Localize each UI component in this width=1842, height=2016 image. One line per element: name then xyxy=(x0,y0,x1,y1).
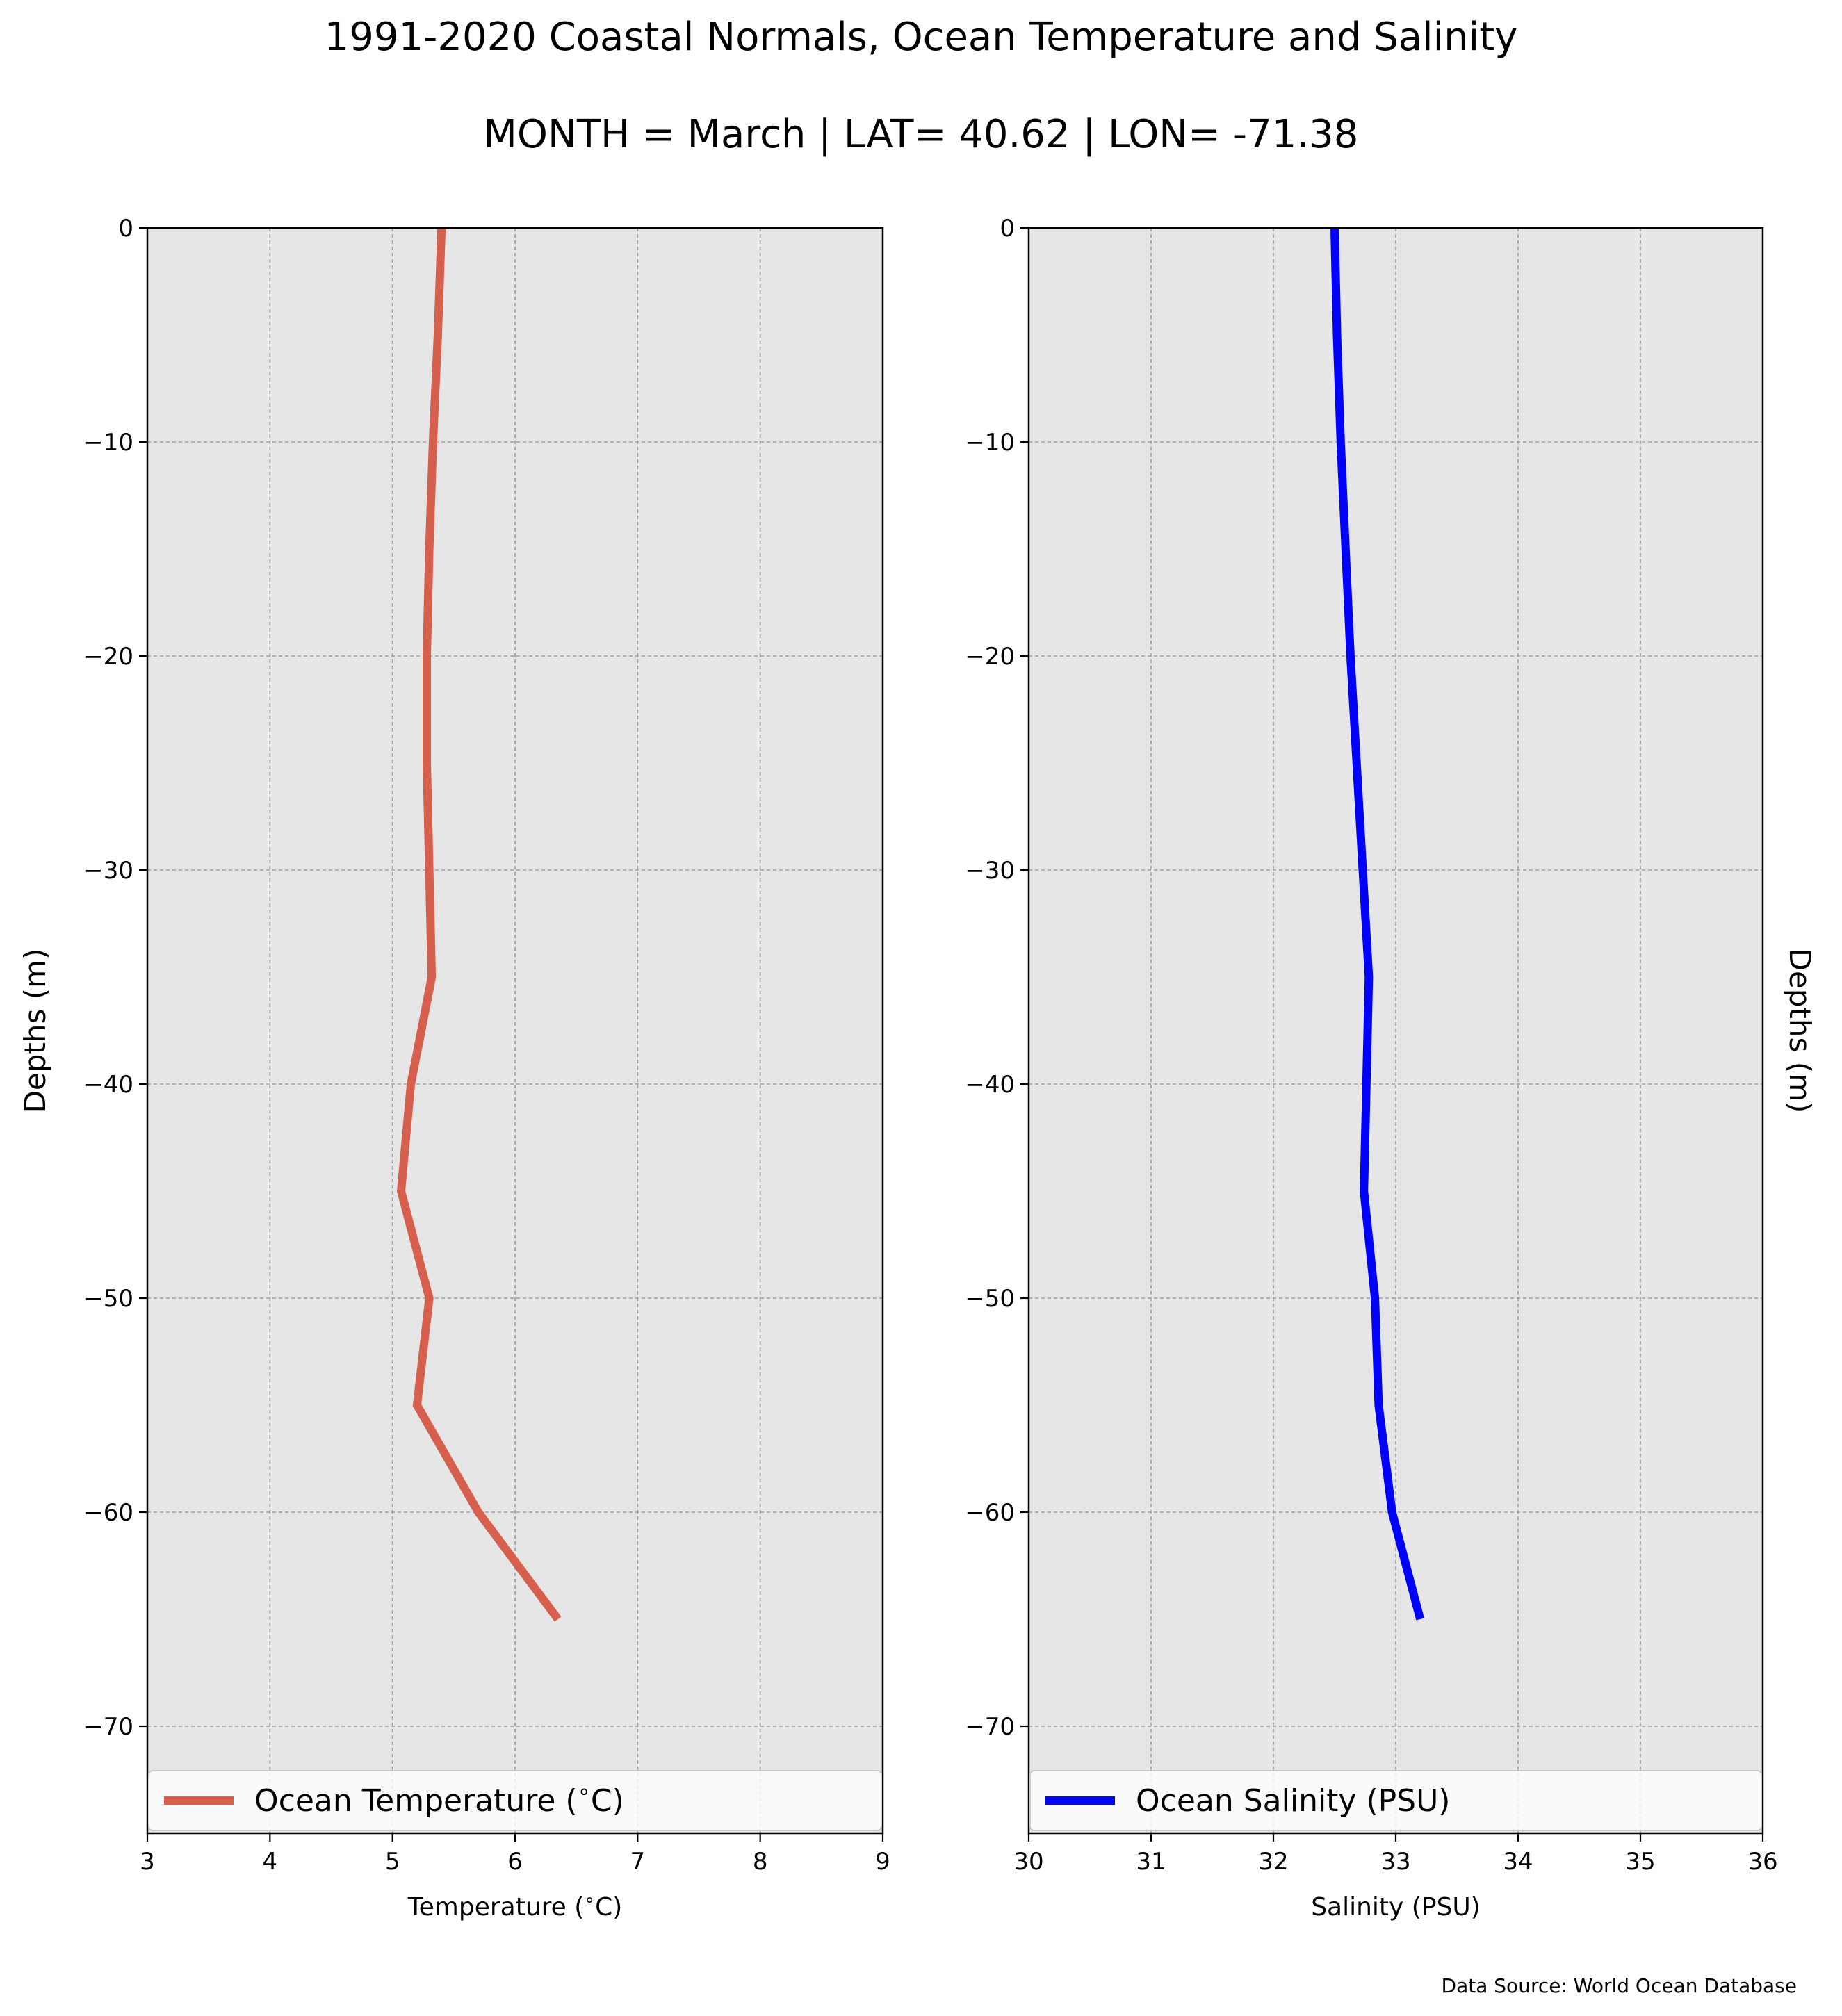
panel-0-ytick-label-4: −40 xyxy=(83,1071,133,1099)
chart-subtitle: MONTH = March | LAT= 40.62 | LON= -71.38 xyxy=(484,112,1359,157)
panel-0-xtick-label-3: 6 xyxy=(507,1848,523,1876)
panel-0-xtick-label-4: 7 xyxy=(630,1848,646,1876)
panel-1-xtick-label-4: 34 xyxy=(1503,1848,1533,1876)
panel-0-series-line-0 xyxy=(396,227,562,1622)
panel-0-x-axis-label: Temperature (∘C) xyxy=(407,1890,623,1922)
panel-0-ytick-label-7: −70 xyxy=(83,1713,133,1741)
panel-1-y-axis-label: Depths (m) xyxy=(1784,949,1818,1113)
panel-1-legend-label: Ocean Salinity (PSU) xyxy=(1136,1783,1450,1819)
panel-0-legend-label: Ocean Temperature (∘C) xyxy=(254,1779,624,1819)
panel-0-xtick-label-2: 5 xyxy=(385,1848,400,1876)
chart-title: 1991-2020 Coastal Normals, Ocean Tempera… xyxy=(325,15,1518,60)
panel-1-series-line-0 xyxy=(1330,227,1425,1621)
panel-1-xtick-label-6: 36 xyxy=(1747,1848,1777,1876)
panel-1-xtick-label-5: 35 xyxy=(1625,1848,1655,1876)
panel-1-ytick-label-0: 0 xyxy=(1000,215,1015,243)
panel-0-ytick-label-6: −60 xyxy=(83,1499,133,1527)
data-source-note: Data Source: World Ocean Database xyxy=(1442,1974,1797,1997)
panel-1-x-axis-label: Salinity (PSU) xyxy=(1311,1893,1481,1921)
panel-1-xtick-label-1: 31 xyxy=(1136,1848,1166,1876)
panel-1-ytick-label-1: −10 xyxy=(965,429,1015,457)
panel-1-ytick-label-6: −60 xyxy=(965,1499,1015,1527)
panel-0-ytick-label-0: 0 xyxy=(118,215,133,243)
salinity-panel: 30 31 32 33 34 35 36 0 −10 −20 −30 −40 −50 −60 −70 Sali… xyxy=(965,215,1817,1921)
panel-1-xtick-label-2: 32 xyxy=(1258,1848,1288,1876)
panel-0-xtick-label-5: 8 xyxy=(753,1848,768,1876)
panel-0-ytick-label-5: −50 xyxy=(83,1285,133,1313)
panel-0-xtick-label-6: 9 xyxy=(875,1848,890,1876)
panel-1-ytick-label-4: −40 xyxy=(965,1071,1015,1099)
panel-0-ytick-label-3: −30 xyxy=(83,857,133,885)
panel-0-ytick-label-1: −10 xyxy=(83,429,133,457)
panel-1-ytick-label-5: −50 xyxy=(965,1285,1015,1313)
panel-0-ytick-label-2: −20 xyxy=(83,643,133,671)
temperature-panel: 3 4 5 6 7 8 9 0 −10 −20 −30 −40 −50 −60 −70 Temperature… xyxy=(18,215,890,1921)
panel-0-y-axis-label: Depths (m) xyxy=(18,949,52,1113)
panel-0-xtick-label-0: 3 xyxy=(140,1848,155,1876)
panel-1-ytick-label-7: −70 xyxy=(965,1713,1015,1741)
panel-1-legend-box xyxy=(1029,1770,1762,1831)
panel-0-xtick-label-1: 4 xyxy=(263,1848,278,1876)
panel-0-legend-box xyxy=(148,1770,882,1831)
panel-1-xtick-label-3: 33 xyxy=(1380,1848,1410,1876)
panel-1-ytick-label-2: −20 xyxy=(965,643,1015,671)
panel-1-ytick-label-3: −30 xyxy=(965,857,1015,885)
panel-1-xtick-label-0: 30 xyxy=(1013,1848,1043,1876)
